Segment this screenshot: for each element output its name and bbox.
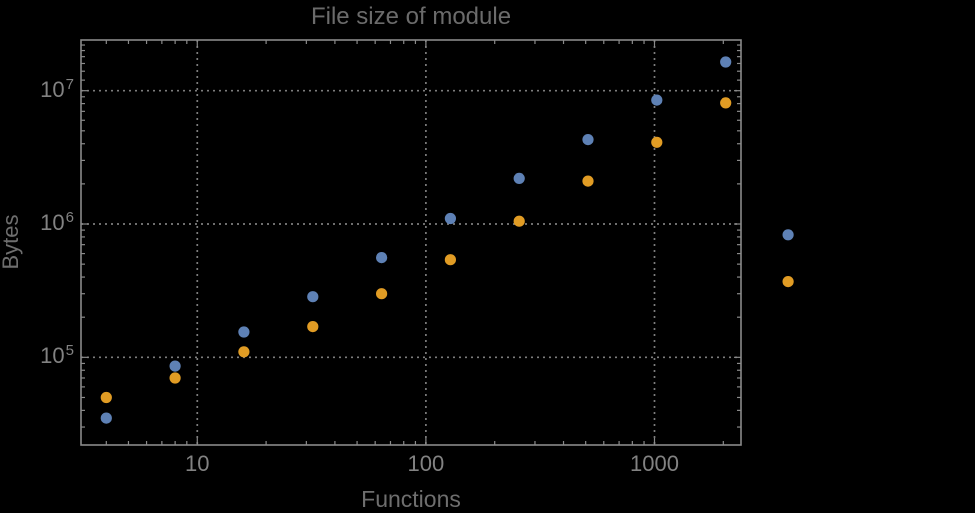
x-axis-label: Functions: [361, 486, 461, 512]
orange-series-point: [238, 346, 250, 358]
x-tick-label: 100: [407, 451, 445, 476]
y-axis-label: Bytes: [0, 214, 23, 270]
orange-series-point: [444, 254, 456, 266]
orange-series-point: [513, 215, 525, 227]
x-tick-label: 1000: [630, 451, 679, 476]
orange-series-point: [782, 276, 794, 288]
plot-frame: [80, 39, 742, 446]
blue-series-point: [307, 291, 319, 303]
chart-title: File size of module: [310, 3, 512, 30]
blue-series-point: [100, 412, 112, 424]
blue-series-point: [782, 229, 794, 241]
y-tick-label: 106: [40, 209, 74, 235]
orange-series-point: [582, 175, 594, 187]
y-tick-label: 105: [40, 342, 74, 369]
blue-series-point: [444, 212, 456, 225]
y-tick-label: 107: [40, 75, 74, 102]
blue-series-point: [376, 252, 388, 264]
orange-series-point: [720, 97, 732, 109]
orange-series-point: [307, 321, 319, 333]
blue-series-point: [238, 326, 250, 338]
blue-series-point: [513, 172, 525, 184]
blue-series-point: [651, 94, 663, 106]
x-tick-label: 10: [185, 451, 210, 476]
orange-series-point: [376, 288, 388, 300]
orange-series-point: [100, 391, 112, 404]
blue-series-point: [582, 134, 594, 146]
orange-series-point: [651, 136, 663, 148]
blue-series-point: [169, 360, 181, 372]
blue-series-point: [720, 56, 732, 68]
orange-series-point: [169, 372, 181, 384]
